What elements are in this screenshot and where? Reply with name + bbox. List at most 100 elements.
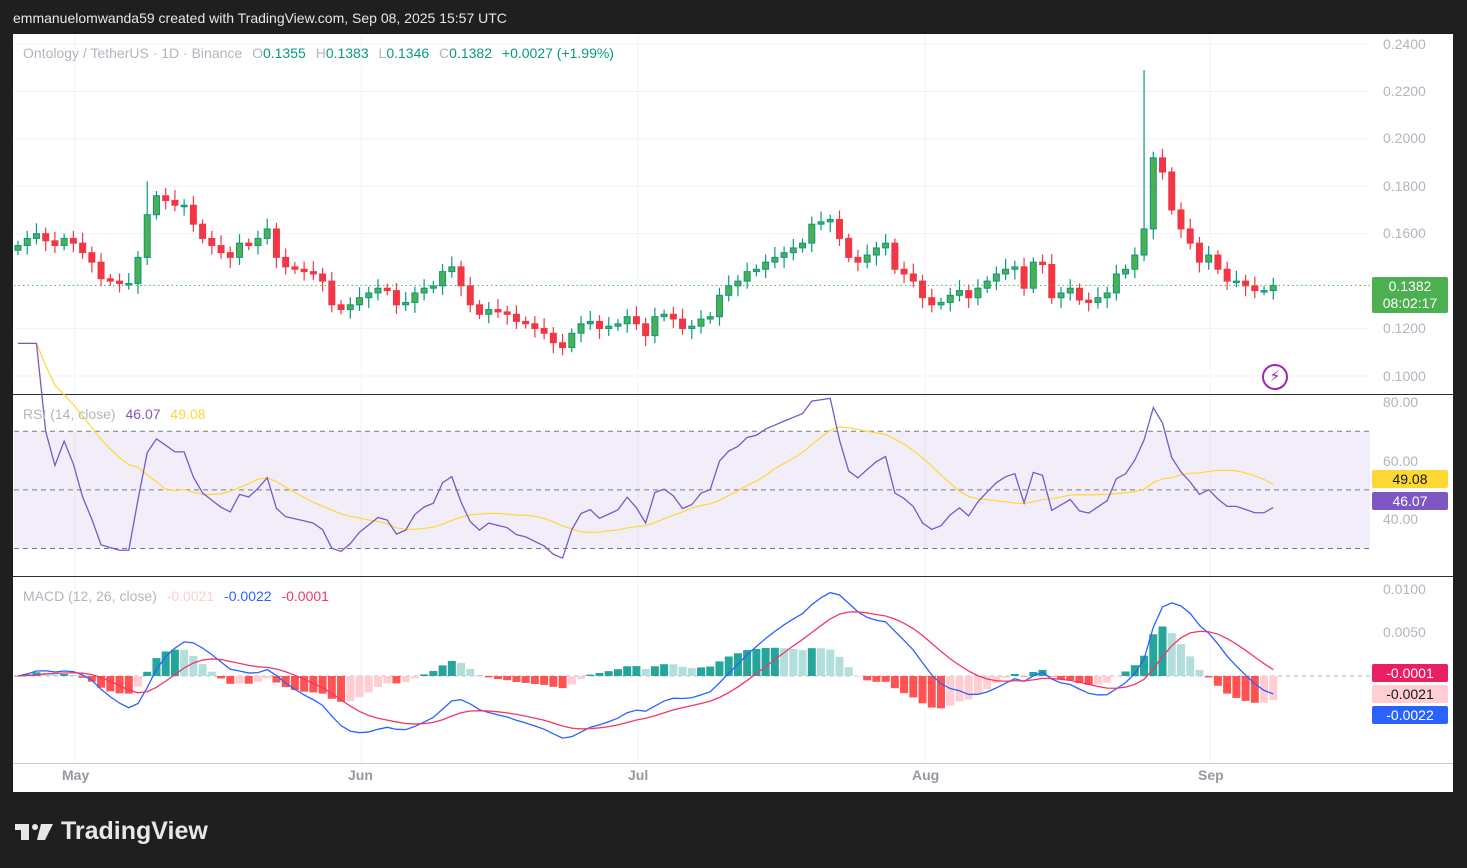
candle-up: [605, 325, 613, 330]
candle-down: [189, 204, 197, 225]
candle-up: [882, 242, 890, 249]
candle-up: [1140, 228, 1148, 256]
lightning-icon[interactable]: ⚡: [1262, 364, 1288, 390]
candle-up: [254, 237, 262, 247]
macd-histogram-bar: [373, 676, 382, 688]
macd-histogram-bar: [327, 676, 336, 699]
macd-histogram-bar: [909, 676, 918, 698]
macd-histogram-bar: [1121, 671, 1130, 676]
candle-down: [845, 237, 853, 258]
candle-down: [69, 237, 77, 244]
candle-up: [983, 280, 991, 289]
macd-histogram-bar: [697, 667, 706, 676]
macd-histogram-bar: [1223, 676, 1232, 694]
candle-down: [1085, 299, 1093, 303]
logo-text: TradingView: [61, 817, 208, 845]
symbol-title[interactable]: Ontology / TetherUS · 1D · Binance: [23, 45, 243, 61]
macd-title[interactable]: MACD (12, 26, close): [23, 588, 157, 604]
candle-up: [485, 309, 493, 315]
candle-down: [171, 199, 179, 206]
candle-down: [1195, 242, 1203, 263]
candle-up: [826, 218, 834, 223]
rsi-legend: RSI (14, close) 46.07 49.08: [23, 406, 211, 422]
candle-down: [900, 268, 908, 275]
close-value: 0.1382: [449, 45, 492, 61]
macd-histogram-bar: [1204, 676, 1213, 678]
candle-up: [346, 304, 354, 311]
candle-down: [891, 242, 899, 270]
candle-down: [1159, 157, 1167, 173]
candle-down: [88, 252, 96, 263]
candle-down: [965, 290, 973, 299]
low-label: L: [378, 45, 387, 61]
macd-histogram-bar: [1195, 669, 1204, 676]
candle-up: [180, 204, 188, 208]
macd-histogram-bar: [706, 666, 715, 676]
candle-up: [60, 237, 68, 247]
candle-down: [1048, 264, 1056, 299]
candle-down: [494, 309, 502, 313]
candle-down: [337, 304, 345, 311]
macd-histogram-bar: [1269, 676, 1278, 701]
candle-down: [328, 280, 336, 306]
candle-up: [1232, 280, 1240, 284]
candle-up: [1057, 292, 1065, 299]
candle-up: [1094, 297, 1102, 303]
price-axis-label: 0.1200: [1383, 320, 1426, 336]
macd-histogram-bar: [290, 676, 299, 691]
macd-histogram-bar: [217, 676, 226, 679]
macd-histogram-bar: [1112, 676, 1121, 677]
macd-histogram-bar: [567, 676, 576, 685]
macd-histogram-bar: [1140, 655, 1149, 676]
macd-histogram-bar: [715, 661, 724, 676]
candle-up: [143, 214, 151, 258]
candle-down: [319, 273, 327, 282]
macd-histogram-bar: [992, 676, 1001, 684]
macd-histogram-bar: [1250, 676, 1259, 703]
high-label: H: [315, 45, 326, 61]
candle-up: [1260, 290, 1268, 293]
macd-histogram-bar: [752, 648, 761, 676]
candle-up: [32, 233, 40, 239]
macd-histogram-bar: [429, 670, 438, 676]
candle-up: [1029, 261, 1037, 289]
tradingview-logo[interactable]: TradingView: [15, 817, 208, 846]
macd-histogram-bar: [1149, 634, 1158, 676]
candle-down: [909, 273, 917, 282]
macd-histogram-bar: [106, 676, 115, 692]
macd-histogram-bar: [512, 676, 521, 682]
candle-up: [992, 273, 1000, 282]
candle-down: [1242, 280, 1250, 287]
macd-histogram-bar: [235, 676, 244, 684]
macd-histogram-bar: [1103, 676, 1112, 683]
candle-up: [974, 287, 982, 299]
macd-signal-line: [17, 611, 1274, 730]
candle-down: [245, 242, 253, 247]
macd-histogram-bar: [770, 647, 779, 676]
macd-histogram-bar: [835, 656, 844, 676]
macd-axis-label: 0.0050: [1383, 624, 1426, 640]
rsi-title[interactable]: RSI (14, close): [23, 406, 116, 422]
rsi-axis-label: 80.00: [1383, 394, 1419, 410]
candle-up: [586, 320, 594, 325]
candle-down: [928, 297, 936, 306]
candle-up: [799, 242, 807, 249]
macd-histogram-bar: [401, 676, 410, 683]
macd-histogram-bar: [503, 676, 512, 681]
candle-up: [448, 266, 456, 273]
macd-histogram-bar: [678, 666, 687, 676]
candle-down: [595, 320, 603, 330]
macd-histogram-bar: [50, 674, 59, 676]
macd-histogram-bar: [1176, 644, 1185, 676]
chart-caption: emmanuelomwanda59 created with TradingVi…: [13, 10, 507, 26]
open-label: O: [252, 45, 263, 61]
macd-histogram-bar: [890, 676, 899, 689]
macd-hist-tag: -0.0021: [1372, 685, 1448, 703]
macd-histogram-bar: [641, 668, 650, 676]
candle-up: [872, 247, 880, 256]
candle-up: [263, 228, 271, 239]
candle-down: [1177, 209, 1185, 230]
macd-histogram-bar: [595, 672, 604, 676]
macd-histogram-bar: [392, 676, 401, 684]
